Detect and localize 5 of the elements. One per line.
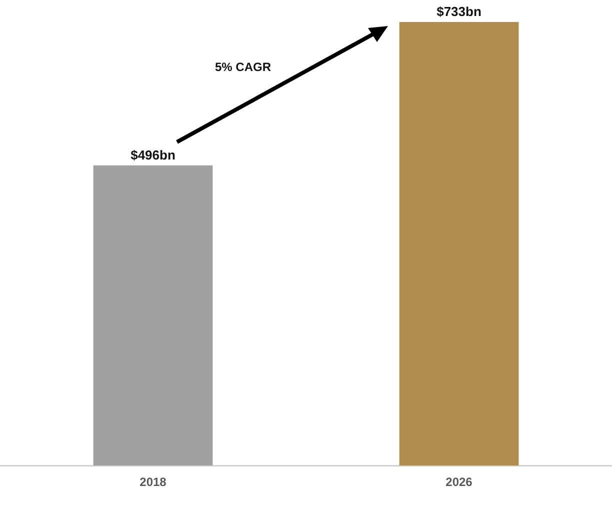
x-tick-label: 2026 <box>446 475 473 490</box>
annotation: 5% CAGR <box>215 60 272 74</box>
data-label: $496bn <box>130 148 176 163</box>
data-label: $733bn <box>436 4 482 20</box>
x-tick-label: 2018 <box>140 475 167 490</box>
